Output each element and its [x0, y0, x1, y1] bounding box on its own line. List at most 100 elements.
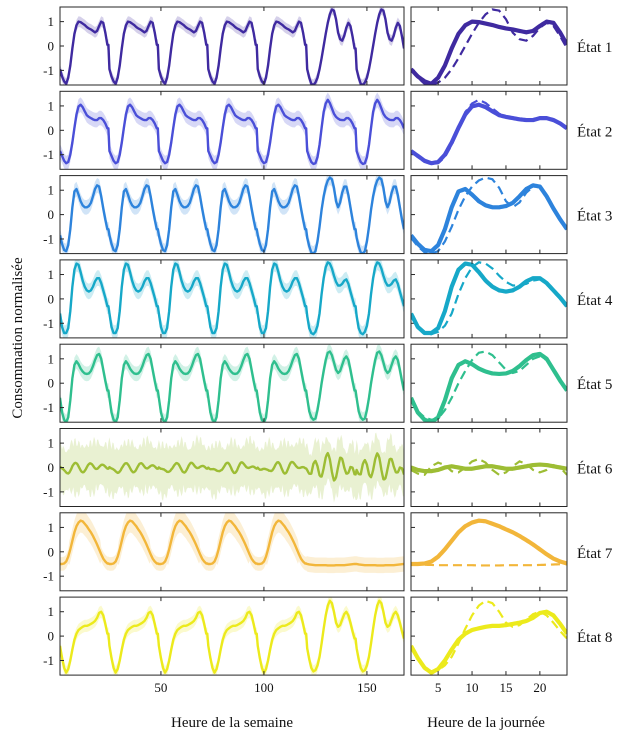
- week-x-tick-label: 50: [154, 680, 167, 695]
- day-x-tick-label: 15: [499, 680, 512, 695]
- state-label: État 5: [577, 376, 612, 393]
- week-y-tick-label: -1: [43, 147, 54, 162]
- day-axes-box: [410, 90, 568, 170]
- state-label: État 2: [577, 123, 612, 140]
- week-x-tick-label: 150: [357, 680, 377, 695]
- state-label: État 7: [577, 545, 613, 562]
- state-panel-5: -1 0 1 État 5: [43, 343, 612, 423]
- day-plot-area: [411, 518, 567, 567]
- day-axes-box: [410, 259, 568, 339]
- week-y-tick-label: -1: [43, 231, 54, 246]
- week-series-line: [60, 451, 404, 482]
- day-axes-box: [410, 428, 568, 507]
- week-y-tick-label: 0: [48, 544, 55, 559]
- day-weekday-line: [411, 351, 567, 423]
- week-plot-area: [60, 175, 404, 254]
- week-plot-area: [60, 432, 404, 503]
- week-y-tick-label: -1: [43, 569, 54, 584]
- state-label: État 3: [577, 208, 612, 225]
- day-axes-box: [410, 343, 568, 423]
- week-y-tick-label: -1: [43, 63, 54, 78]
- week-y-tick-label: 0: [48, 291, 55, 306]
- day-weekday-line: [411, 609, 567, 675]
- state-panel-1: -1 0 1 État 1: [43, 6, 612, 86]
- week-confidence-band: [60, 512, 404, 574]
- week-y-tick-label: 1: [48, 98, 55, 113]
- day-plot-area: [411, 98, 567, 166]
- week-series-line: [60, 261, 404, 336]
- day-axes-box: [410, 512, 568, 592]
- day-weekday-line: [411, 518, 567, 567]
- day-weekend-line: [411, 562, 567, 567]
- state-panel-2: -1 0 1 État 2: [43, 90, 612, 170]
- state-label: État 1: [577, 39, 612, 56]
- day-weekend-line: [411, 176, 567, 254]
- week-y-tick-label: 1: [48, 267, 55, 282]
- state-label: État 8: [577, 629, 612, 646]
- day-axes-box: [410, 596, 568, 676]
- week-y-tick-label: 1: [48, 604, 55, 619]
- day-weekend-line: [411, 261, 567, 336]
- day-weekend-line: [411, 457, 567, 477]
- week-plot-area: [60, 7, 404, 85]
- day-axes-box: [410, 175, 568, 255]
- day-plot-area: [411, 350, 567, 423]
- week-y-tick-label: 0: [48, 376, 55, 391]
- day-plot-area: [411, 8, 567, 85]
- day-weekend-line: [411, 599, 567, 673]
- week-plot-area: [60, 92, 404, 170]
- x-axis-label-week: Heure de la semaine: [171, 715, 293, 731]
- week-y-tick-label: 0: [48, 629, 55, 644]
- day-weekday-line: [411, 462, 567, 474]
- x-axis-label-day: Heure de la journée: [427, 715, 545, 731]
- week-y-tick-label: 0: [48, 460, 55, 475]
- day-weekend-line: [411, 98, 567, 166]
- day-plot-area: [411, 176, 567, 254]
- day-axes-box: [410, 6, 568, 86]
- state-label: État 6: [577, 461, 613, 478]
- state-panel-4: -1 0 1 État 4: [43, 259, 613, 339]
- day-x-tick-label: 20: [533, 680, 546, 695]
- week-y-tick-label: -1: [43, 484, 54, 499]
- week-plot-area: [60, 344, 404, 423]
- week-y-tick-label: 0: [48, 207, 55, 222]
- state-panel-6: -1 0 1 État 6: [43, 428, 613, 507]
- week-y-tick-label: -1: [43, 316, 54, 331]
- day-weekday-line: [411, 102, 567, 166]
- week-confidence-band: [60, 7, 404, 85]
- week-y-tick-label: 0: [48, 39, 55, 54]
- week-confidence-band: [60, 92, 404, 170]
- week-plot-area: [60, 512, 404, 574]
- week-series-line: [60, 519, 404, 567]
- state-label: État 4: [577, 292, 613, 309]
- day-plot-area: [411, 457, 567, 477]
- week-confidence-band: [60, 597, 404, 676]
- y-axis-label: Consommation normalisée: [10, 257, 26, 419]
- week-x-tick-label: 100: [254, 680, 274, 695]
- week-y-tick-label: 0: [48, 123, 55, 138]
- week-y-tick-label: -1: [43, 653, 54, 668]
- week-series-line: [60, 98, 404, 166]
- week-plot-area: [60, 597, 404, 676]
- day-weekday-line: [411, 261, 567, 336]
- day-x-tick-label: 10: [466, 680, 479, 695]
- week-series-line: [60, 350, 404, 423]
- day-weekend-line: [411, 8, 567, 85]
- week-y-tick-label: 1: [48, 14, 55, 29]
- week-series-line: [60, 599, 404, 674]
- state-panel-8: -1 0 1 État 8 50 100 150 5 10 15 20: [43, 596, 612, 695]
- day-x-tick-label: 5: [435, 680, 442, 695]
- panel-grid: -1 0 1 État 1 -1 0 1 État 2 -1 0 1 État 3 -1 0 1 État 4…: [43, 6, 613, 695]
- week-y-tick-label: 1: [48, 183, 55, 198]
- state-panel-7: -1 0 1 État 7: [43, 512, 613, 592]
- week-y-tick-label: -1: [43, 400, 54, 415]
- week-plot-area: [60, 259, 404, 338]
- state-panel-3: -1 0 1 État 3: [43, 175, 612, 255]
- day-weekend-line: [411, 350, 567, 421]
- week-y-tick-label: 1: [48, 351, 55, 366]
- day-weekday-line: [411, 19, 567, 85]
- week-y-tick-label: 1: [48, 520, 55, 535]
- day-plot-area: [411, 599, 567, 675]
- week-series-line: [60, 176, 404, 254]
